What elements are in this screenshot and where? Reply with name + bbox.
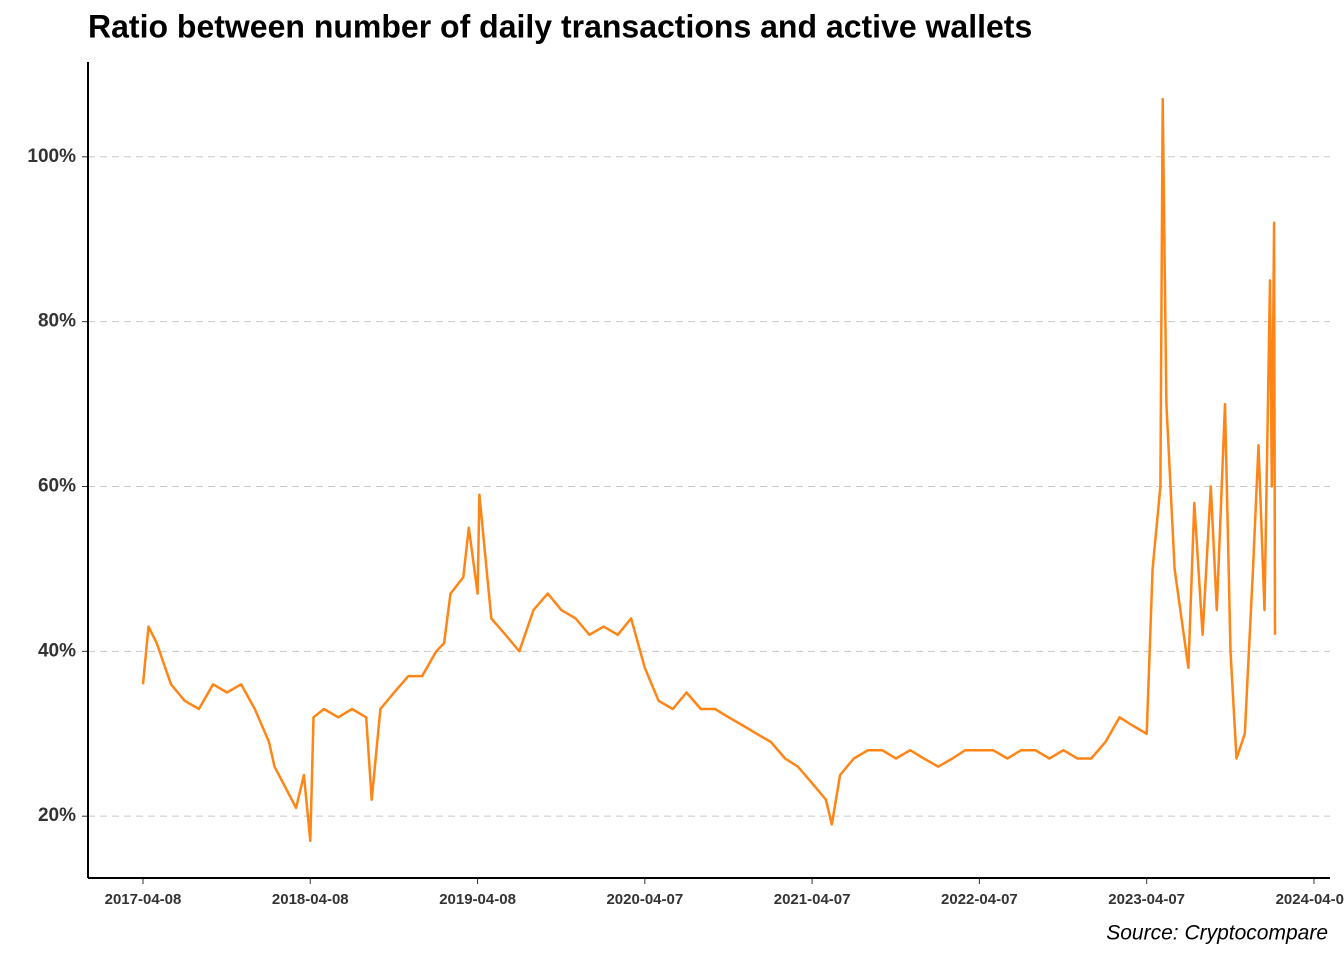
y-tick-label: 20% (38, 805, 76, 826)
x-tick-label: 2022-04-07 (941, 891, 1018, 908)
chart-title: Ratio between number of daily transactio… (88, 8, 1032, 44)
x-tick-label: 2024-04-06 (1276, 891, 1344, 908)
y-tick-label: 100% (27, 146, 76, 167)
y-tick-label: 60% (38, 476, 76, 497)
x-tick-label: 2021-04-07 (774, 891, 851, 908)
y-tick-label: 40% (38, 640, 76, 661)
x-tick-label: 2023-04-07 (1108, 891, 1185, 908)
x-tick-label: 2017-04-08 (105, 891, 182, 908)
x-tick-label: 2019-04-08 (439, 891, 516, 908)
x-tick-label: 2018-04-08 (272, 891, 349, 908)
y-tick-label: 80% (38, 311, 76, 332)
caption: Source: Cryptocompare (1106, 922, 1328, 945)
data-line (141, 97, 1277, 843)
x-tick-label: 2020-04-07 (606, 891, 683, 908)
